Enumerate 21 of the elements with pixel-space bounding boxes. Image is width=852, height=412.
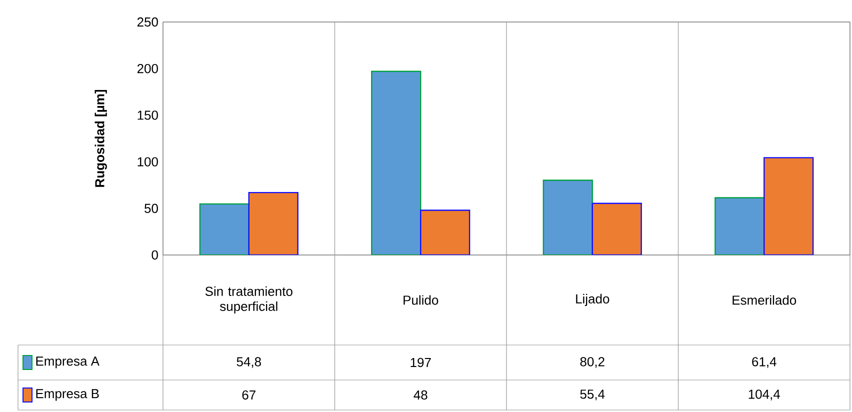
y-tick-label: 150 <box>138 110 158 120</box>
data-label: 61,4 <box>752 357 776 368</box>
data-label: 48 <box>414 390 428 400</box>
y-axis-title: Rugosidad [µm] <box>94 90 107 187</box>
y-tick-label: 50 <box>144 204 158 213</box>
data-label: 55,4 <box>580 390 605 400</box>
data-label: 104,4 <box>748 390 780 400</box>
data-label: 80,2 <box>580 357 604 368</box>
y-tick-label: 250 <box>137 17 158 27</box>
x-tick-label: Lijado <box>576 294 610 306</box>
legend-label: Empresa B <box>36 389 99 401</box>
x-tick-label: Sin tratamiento superficial <box>205 286 292 314</box>
legend-label: Empresa A <box>36 356 100 368</box>
y-tick-label: 0 <box>152 250 158 260</box>
y-tick-label: 100 <box>138 157 158 166</box>
y-tick-label: 200 <box>137 64 158 74</box>
data-label: 54,8 <box>236 357 261 368</box>
x-tick-label: Pulido <box>404 295 438 305</box>
data-label: 197 <box>410 358 431 368</box>
x-tick-label: Esmerilado <box>732 295 796 305</box>
data-label: 67 <box>242 390 256 400</box>
